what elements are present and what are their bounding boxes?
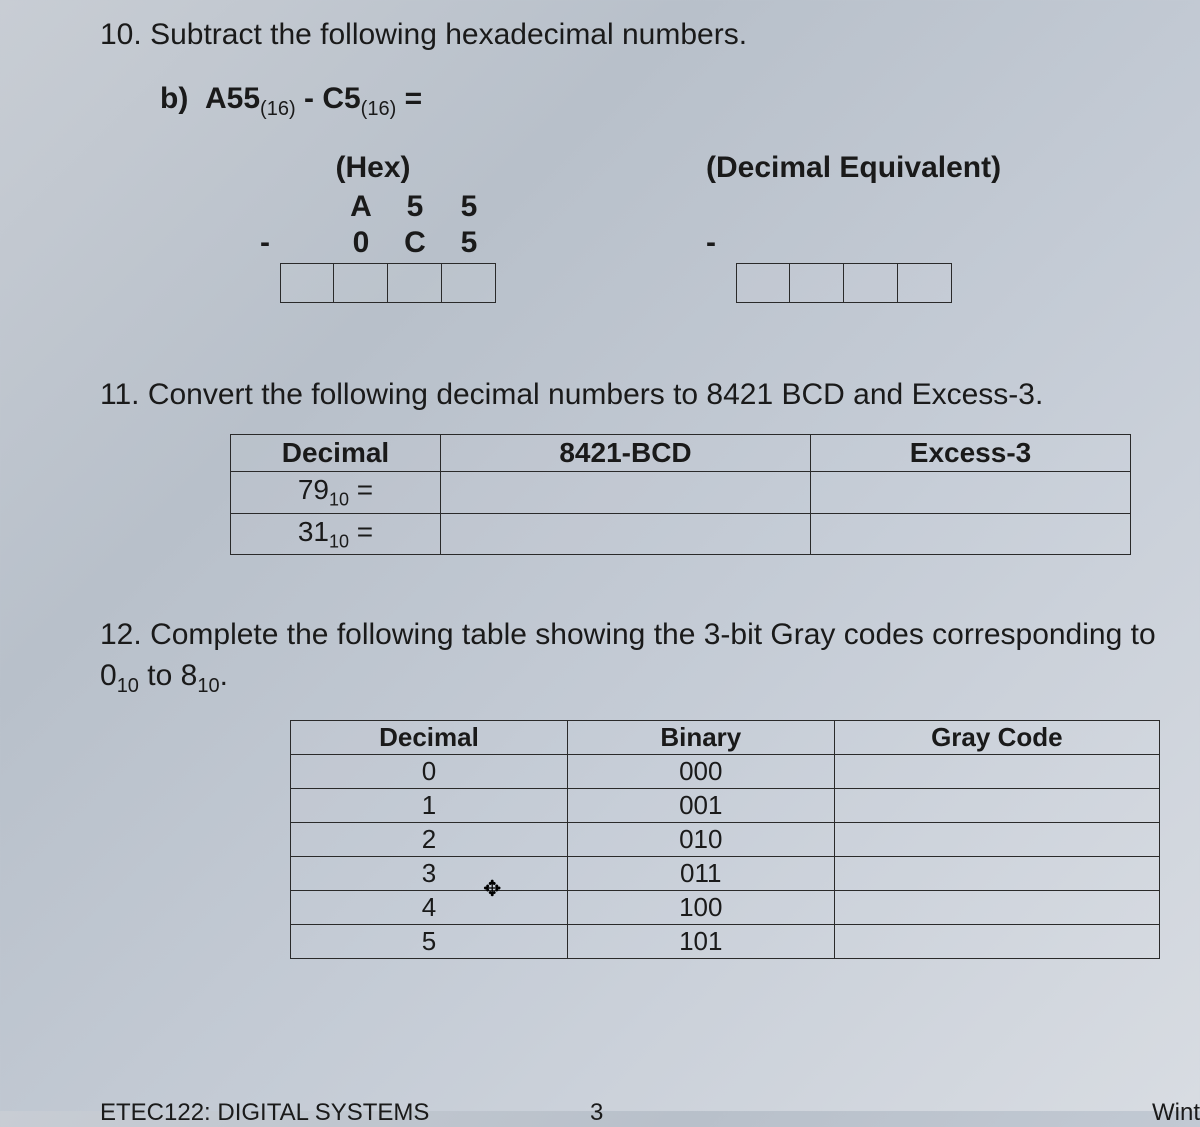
q12-dec: 3 bbox=[291, 856, 568, 890]
q12-dec: 1 bbox=[291, 788, 568, 822]
hex-r2c2: 0 bbox=[334, 225, 388, 261]
hex-r2c4: 5 bbox=[442, 225, 496, 261]
q12-table: Decimal Binary Gray Code 0000 1001 2010 … bbox=[290, 720, 1160, 959]
q12-dec: 0 bbox=[291, 754, 568, 788]
q10b-b-base: (16) bbox=[361, 98, 397, 120]
q12-h1: Decimal bbox=[291, 720, 568, 754]
table-row: 4100 bbox=[291, 890, 1160, 924]
hex-r1c3: 5 bbox=[388, 189, 442, 225]
table-row: Decimal 8421-BCD Excess-3 bbox=[231, 435, 1131, 472]
q10b-a-base: (16) bbox=[260, 98, 296, 120]
table-row: 0000 bbox=[291, 754, 1160, 788]
q12-heading: 12. Complete the following table showing… bbox=[100, 615, 1160, 700]
q11-r2-bcd[interactable] bbox=[441, 513, 811, 555]
q11-r1-ex3[interactable] bbox=[811, 472, 1131, 514]
q12-dec: 2 bbox=[291, 822, 568, 856]
q11-r2-dec: 3110 = bbox=[231, 513, 441, 555]
dec-answer-cell[interactable] bbox=[844, 263, 898, 303]
footer-page-number: 3 bbox=[590, 1099, 603, 1127]
q12-gray[interactable] bbox=[834, 788, 1159, 822]
dec-block: (Decimal Equivalent) - bbox=[706, 151, 1001, 308]
q11-h1: Decimal bbox=[231, 435, 441, 472]
q11-h2: 8421-BCD bbox=[441, 435, 811, 472]
q12-dec: 4 bbox=[291, 890, 568, 924]
q10b-part-label: b) bbox=[160, 82, 188, 115]
q12-bin: 101 bbox=[567, 924, 834, 958]
dec-answer-cell[interactable] bbox=[898, 263, 952, 303]
q10b-a: A55 bbox=[205, 82, 260, 115]
table-row: 7910 = bbox=[231, 472, 1131, 514]
q12-bin: 011 bbox=[567, 856, 834, 890]
q10-title-text: Subtract the following hexadecimal numbe… bbox=[150, 18, 747, 51]
q12-h3: Gray Code bbox=[834, 720, 1159, 754]
q11-r1-dec: 7910 = bbox=[231, 472, 441, 514]
dec-answer-cell[interactable] bbox=[736, 263, 790, 303]
q10-work-area: (Hex) A 5 5 - 0 C 5 bbox=[250, 151, 1160, 308]
q12-gray[interactable] bbox=[834, 890, 1159, 924]
q12-h2: Binary bbox=[567, 720, 834, 754]
q12-gray[interactable] bbox=[834, 822, 1159, 856]
q11-title-text: Convert the following decimal numbers to… bbox=[148, 378, 1043, 411]
q12-range-a-base: 10 bbox=[117, 675, 139, 697]
footer-right: Wint bbox=[1152, 1099, 1200, 1127]
q10b-b: C5 bbox=[322, 82, 360, 115]
dec-minus: - bbox=[706, 225, 736, 261]
q11-h3: Excess-3 bbox=[811, 435, 1131, 472]
q12-bin: 000 bbox=[567, 754, 834, 788]
table-row: 3011 bbox=[291, 856, 1160, 890]
hex-answer-cell[interactable] bbox=[388, 263, 442, 303]
table-row: Decimal Binary Gray Code bbox=[291, 720, 1160, 754]
q10-number: 10. bbox=[100, 18, 142, 51]
q10b-eq: = bbox=[405, 82, 423, 115]
hex-answer-cell[interactable] bbox=[334, 263, 388, 303]
table-row: 5101 bbox=[291, 924, 1160, 958]
q11-r1-bcd[interactable] bbox=[441, 472, 811, 514]
q11-number: 11. bbox=[100, 378, 139, 411]
q10-heading: 10. Subtract the following hexadecimal n… bbox=[100, 18, 1160, 52]
table-row: 2010 bbox=[291, 822, 1160, 856]
hex-row2: - 0 C 5 bbox=[250, 225, 496, 261]
q11-heading: 11. Convert the following decimal number… bbox=[100, 378, 1160, 412]
dec-answer-cell[interactable] bbox=[790, 263, 844, 303]
q10b-expression: b) A55(16) - C5(16) = bbox=[160, 82, 1160, 121]
q11-r2-ex3[interactable] bbox=[811, 513, 1131, 555]
q12-bin: 010 bbox=[567, 822, 834, 856]
hex-r1c2: A bbox=[334, 189, 388, 225]
hex-minus: - bbox=[250, 225, 280, 261]
hex-r1c4: 5 bbox=[442, 189, 496, 225]
hex-header: (Hex) bbox=[250, 151, 496, 185]
hex-answer-row bbox=[250, 263, 496, 303]
footer-left: ETEC122: DIGITAL SYSTEMS bbox=[100, 1099, 429, 1127]
hex-answer-cell[interactable] bbox=[280, 263, 334, 303]
q12-range-a: 0 bbox=[100, 659, 117, 692]
q12-range-to: to bbox=[139, 659, 181, 692]
q12-bin: 001 bbox=[567, 788, 834, 822]
hex-answer-cell[interactable] bbox=[442, 263, 496, 303]
q12-gray[interactable] bbox=[834, 856, 1159, 890]
q11-table: Decimal 8421-BCD Excess-3 7910 = 3110 = bbox=[230, 434, 1131, 555]
table-row: 1001 bbox=[291, 788, 1160, 822]
hex-r2c3: C bbox=[388, 225, 442, 261]
hex-r1c1 bbox=[280, 189, 334, 225]
hex-block: (Hex) A 5 5 - 0 C 5 bbox=[250, 151, 496, 308]
q12-gray[interactable] bbox=[834, 754, 1159, 788]
q12-range-end: . bbox=[220, 659, 228, 692]
q12-number: 12. bbox=[100, 618, 142, 651]
q12-range-b-base: 10 bbox=[197, 675, 219, 697]
q12-title-pre: Complete the following table showing the… bbox=[150, 618, 1156, 651]
dec-answer-row bbox=[706, 263, 952, 303]
hex-row1: A 5 5 bbox=[250, 189, 496, 225]
q12-dec: 5 bbox=[291, 924, 568, 958]
q12-bin: 100 bbox=[567, 890, 834, 924]
dec-header: (Decimal Equivalent) bbox=[706, 151, 1001, 185]
q10b-minus: - bbox=[304, 82, 314, 115]
q12-range-b: 8 bbox=[181, 659, 198, 692]
table-row: 3110 = bbox=[231, 513, 1131, 555]
q12-gray[interactable] bbox=[834, 924, 1159, 958]
